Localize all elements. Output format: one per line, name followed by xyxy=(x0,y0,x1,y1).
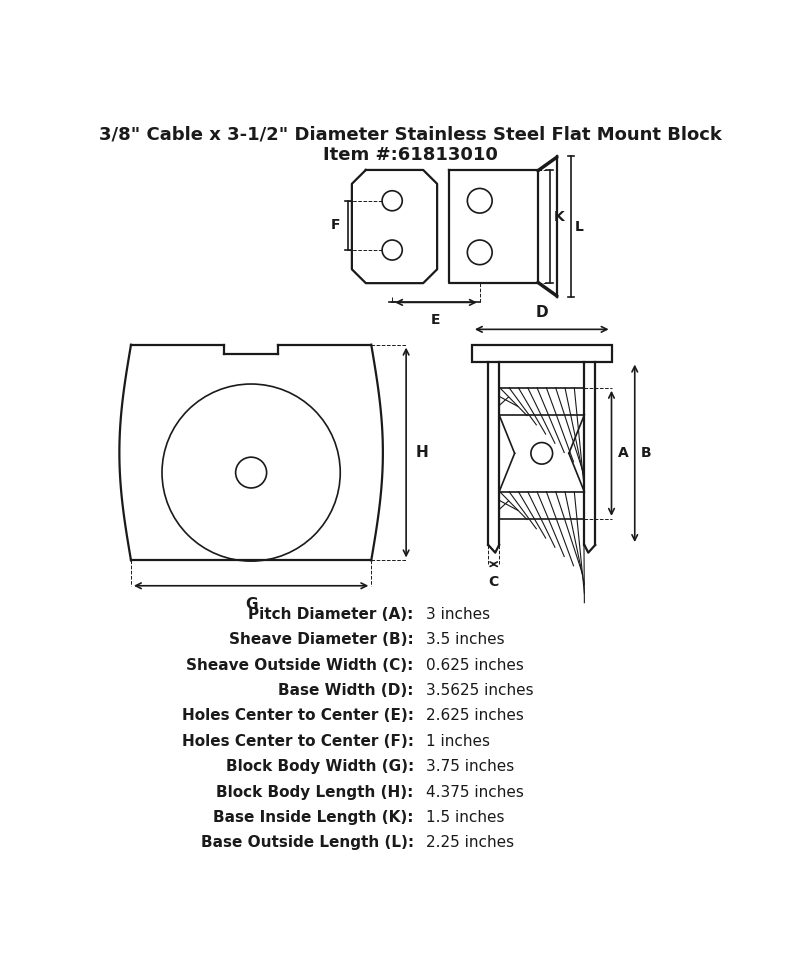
Text: A: A xyxy=(618,446,629,461)
Text: Pitch Diameter (A):: Pitch Diameter (A): xyxy=(249,607,414,621)
Bar xyxy=(499,492,584,518)
Text: 4.375 inches: 4.375 inches xyxy=(426,785,523,800)
Text: 3.75 inches: 3.75 inches xyxy=(426,760,514,774)
Text: H: H xyxy=(415,445,428,460)
Text: Base Outside Length (L):: Base Outside Length (L): xyxy=(201,835,414,851)
Text: Item #:61813010: Item #:61813010 xyxy=(322,146,498,164)
Text: Block Body Length (H):: Block Body Length (H): xyxy=(217,785,414,800)
Text: L: L xyxy=(575,220,584,233)
Bar xyxy=(499,388,584,415)
Text: E: E xyxy=(431,314,441,327)
Text: Sheave Outside Width (C):: Sheave Outside Width (C): xyxy=(186,658,414,672)
Text: D: D xyxy=(535,305,548,320)
Text: C: C xyxy=(489,575,499,589)
Text: 3/8" Cable x 3-1/2" Diameter Stainless Steel Flat Mount Block: 3/8" Cable x 3-1/2" Diameter Stainless S… xyxy=(98,125,722,143)
Text: 3.5625 inches: 3.5625 inches xyxy=(426,683,533,698)
Text: 1 inches: 1 inches xyxy=(426,734,490,749)
Text: 2.25 inches: 2.25 inches xyxy=(426,835,514,851)
Text: 3 inches: 3 inches xyxy=(426,607,490,621)
Text: F: F xyxy=(330,219,340,232)
Text: Sheave Diameter (B):: Sheave Diameter (B): xyxy=(229,632,414,647)
Text: B: B xyxy=(641,446,651,461)
Text: G: G xyxy=(245,597,258,612)
Text: 0.625 inches: 0.625 inches xyxy=(426,658,523,672)
Text: Holes Center to Center (E):: Holes Center to Center (E): xyxy=(182,709,414,723)
Text: Base Width (D):: Base Width (D): xyxy=(278,683,414,698)
Text: Holes Center to Center (F):: Holes Center to Center (F): xyxy=(182,734,414,749)
Text: K: K xyxy=(554,211,564,224)
Text: 3.5 inches: 3.5 inches xyxy=(426,632,504,647)
Text: Block Body Width (G):: Block Body Width (G): xyxy=(226,760,414,774)
Text: 1.5 inches: 1.5 inches xyxy=(426,810,504,825)
Text: 2.625 inches: 2.625 inches xyxy=(426,709,523,723)
Bar xyxy=(472,345,611,362)
Text: Base Inside Length (K):: Base Inside Length (K): xyxy=(214,810,414,825)
